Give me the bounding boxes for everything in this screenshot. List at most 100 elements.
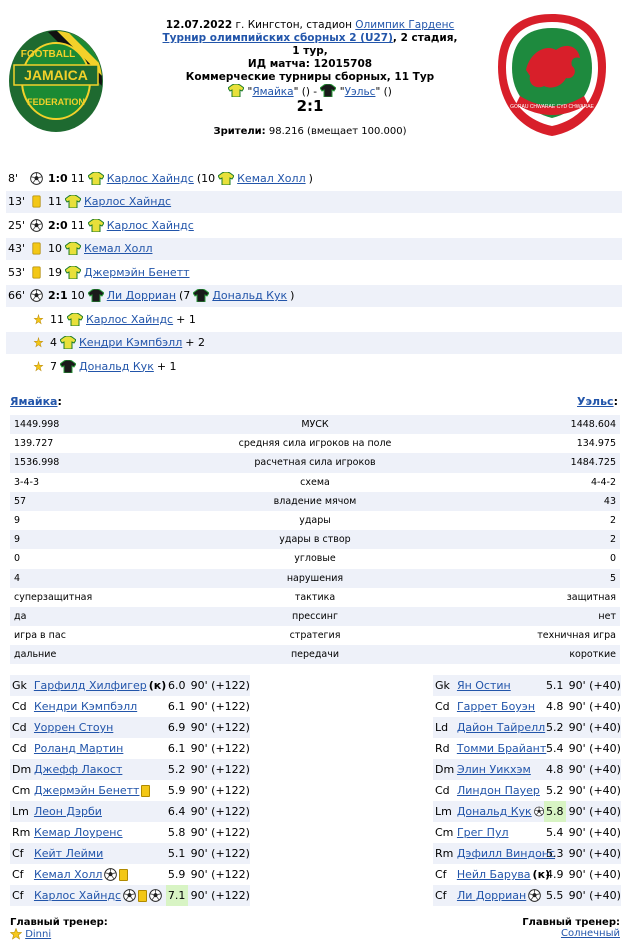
ball-icon xyxy=(533,806,544,817)
jamaica-shirt-icon xyxy=(65,265,81,279)
player-position: Cd xyxy=(12,742,27,755)
player-link[interactable]: Карлос Хайндс xyxy=(106,171,194,185)
player-link[interactable]: Кемал Холл xyxy=(84,242,153,256)
player-minutes: 90' (+122) xyxy=(190,679,250,692)
assist-player-link[interactable]: Дональд Кук xyxy=(212,289,288,303)
event-row: 66' 2:1 10 Ли Дорриан (7 Дональд Кук) xyxy=(6,284,622,308)
home-team-stats-link[interactable]: Ямайка xyxy=(10,395,58,408)
spectators: Зрители: 98.216 (вмещает 100.000) xyxy=(213,126,407,137)
player-name-link[interactable]: Кейт Лейми xyxy=(33,847,104,860)
player-link[interactable]: Карлос Хайндс xyxy=(86,312,174,326)
assist-close: ) xyxy=(290,289,295,303)
player-number: 11 xyxy=(48,195,62,209)
stat-away-value: защитная xyxy=(566,591,616,603)
match-date: 12.07.2022 xyxy=(165,19,233,31)
bonus-value: + 2 xyxy=(185,336,205,350)
player-link[interactable]: Карлос Хайндс xyxy=(106,218,194,232)
stat-away-value: 4-4-2 xyxy=(591,476,616,488)
yellow-card-icon xyxy=(31,242,41,255)
assist-player-link[interactable]: Кемал Холл xyxy=(237,171,306,185)
assist-number: (7 xyxy=(179,289,191,303)
away-coach-link[interactable]: Солнечный xyxy=(560,928,620,939)
stat-row: 0 угловые 0 xyxy=(10,549,620,568)
tournament-link[interactable]: Турнир олимпийских сборных 2 (U27) xyxy=(162,32,393,44)
event-body: 2:1 10 Ли Дорриан (7 Дональд Кук) xyxy=(48,289,295,303)
away-team-stats-link[interactable]: Уэльс xyxy=(577,395,614,408)
player-position: Gk xyxy=(12,679,27,692)
jamaica-shirt-icon xyxy=(87,171,104,185)
player-name-link[interactable]: Элин Уикхэм xyxy=(456,763,531,776)
player-link[interactable]: Ли Дорриан xyxy=(106,289,177,303)
away-team-link[interactable]: Уэльс xyxy=(344,86,376,98)
player-name-link[interactable]: Карлос Хайндс xyxy=(33,889,122,902)
player-link[interactable]: Джермэйн Бенетт xyxy=(84,265,190,279)
star-bonus-icon xyxy=(33,313,43,325)
player-name-link[interactable]: Дональд Кук xyxy=(456,805,532,818)
player-name-link[interactable]: Уоррен Стоун xyxy=(33,721,114,734)
yellow-card-icon xyxy=(31,195,41,208)
player-link[interactable]: Дональд Кук xyxy=(79,359,154,373)
match-info: 12.07.2022 г. Кингстон, стадион Олимпик … xyxy=(162,19,458,98)
player-cell: Грег Пул xyxy=(457,826,544,839)
player-name-link[interactable]: Томми Брайант xyxy=(456,742,547,755)
player-name-link[interactable]: Гарфилд Хилфигер xyxy=(33,679,147,692)
stadium-link[interactable]: Олимпик Гарденс xyxy=(355,19,455,31)
event-body: 1:0 11 Карлос Хайндс (10 Кемал Холл) xyxy=(48,171,313,185)
stat-row: 3-4-3 схема 4-4-2 xyxy=(10,473,620,492)
player-name-link[interactable]: Кемар Лоуренс xyxy=(33,826,123,839)
stat-away-value: 1448.604 xyxy=(570,419,616,431)
player-name-link[interactable]: Джермэйн Бенетт xyxy=(33,784,140,797)
player-link[interactable]: Карлос Хайндс xyxy=(84,195,172,209)
player-cell: Джермэйн Бенетт xyxy=(34,784,166,797)
player-rating: 5.4 xyxy=(545,742,564,755)
stat-home-value: 9 xyxy=(14,534,21,546)
player-name-link[interactable]: Ян Остин xyxy=(456,679,511,692)
stat-label: владение мячом xyxy=(273,495,357,507)
player-name-link[interactable]: Кендри Кэмпбэлл xyxy=(33,700,138,713)
player-name-link[interactable]: Дэфилл Виндонс xyxy=(456,847,556,860)
away-coach-title: Главный тренер: xyxy=(522,917,620,928)
stat-row: 9 удары в створ 2 xyxy=(10,530,620,550)
player-name-link[interactable]: Грег Пул xyxy=(456,826,509,839)
player-rating: 7.1 xyxy=(165,885,188,906)
lineup-row: Ld Дайон Тайрелл 5.2 90' (+40) xyxy=(433,717,621,738)
ball-icon xyxy=(29,171,43,185)
player-name-link[interactable]: Кемал Холл xyxy=(33,868,103,881)
player-minutes: 90' (+122) xyxy=(190,700,250,713)
event-icon-wrap xyxy=(28,264,44,280)
event-row: 13' 11 Карлос Хайндс xyxy=(6,190,622,214)
player-number: 10 xyxy=(48,242,62,256)
home-coach-link[interactable]: Dinni xyxy=(25,929,52,940)
player-minutes: 90' (+122) xyxy=(190,763,250,776)
player-cell: Гаррет Боуэн xyxy=(457,700,544,713)
yellow-card-icon xyxy=(31,266,41,279)
lineup-row: Cf Кейт Лейми 5.1 90' (+122) xyxy=(10,843,250,864)
event-score: 1:0 xyxy=(48,171,68,185)
player-name-link[interactable]: Леон Дэрби xyxy=(33,805,102,818)
player-link[interactable]: Кендри Кэмпбэлл xyxy=(79,336,183,350)
player-number: 4 xyxy=(50,336,57,350)
player-cell: Дональд Кук xyxy=(457,805,544,818)
player-name-link[interactable]: Гаррет Боуэн xyxy=(456,700,536,713)
player-position: Cf xyxy=(435,868,447,881)
player-position: Dm xyxy=(435,763,455,776)
player-minutes: 90' (+122) xyxy=(190,784,250,797)
ball-icon xyxy=(29,218,43,232)
event-minute: 25' xyxy=(8,218,26,232)
player-rating: 5.2 xyxy=(545,721,564,734)
player-name-link[interactable]: Линдон Пауер xyxy=(456,784,540,797)
player-rating: 6.9 xyxy=(167,721,186,734)
lineup-row: Lm Леон Дэрби 6.4 90' (+122) xyxy=(10,801,250,822)
home-team-link[interactable]: Ямайка xyxy=(252,86,294,98)
jamaica-shirt-icon xyxy=(67,312,83,326)
player-name-link[interactable]: Ли Дорриан xyxy=(456,889,527,902)
stat-label: тактика xyxy=(294,591,336,603)
player-name-link[interactable]: Дайон Тайрелл xyxy=(456,721,546,734)
player-name-link[interactable]: Роланд Мартин xyxy=(33,742,124,755)
player-cell: Нейл Барува (к) xyxy=(456,868,550,881)
player-name-link[interactable]: Нейл Барува xyxy=(456,868,531,881)
player-name-link[interactable]: Джефф Лакост xyxy=(33,763,123,776)
logo-jamaica-text: JAMAICA xyxy=(24,67,88,83)
lineup-row: Cf Нейл Барува (к) 4.9 90' (+40) xyxy=(433,864,621,885)
player-minutes: 90' (+122) xyxy=(190,721,250,734)
